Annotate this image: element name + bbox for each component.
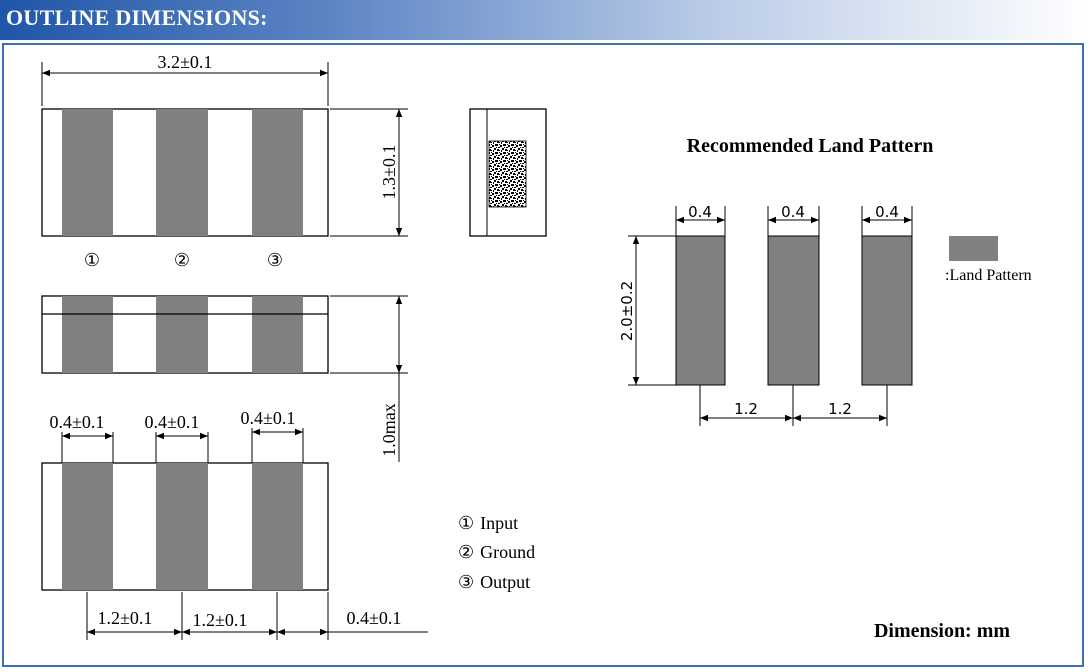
side-electrode-1: [62, 296, 113, 373]
top-electrode-1: [62, 109, 113, 236]
land-width-label-1: 0.4: [688, 203, 712, 221]
pin-number-1: ①: [84, 250, 100, 270]
bottom-electrode-2: [156, 463, 208, 590]
dimension-units-note: Dimension: mm: [874, 620, 1010, 642]
top-electrode-2: [156, 109, 208, 236]
legend-label: Output: [480, 572, 530, 592]
land-pitch-label-2: 1.2: [828, 400, 852, 418]
pitch-label-2: 1.2±0.1: [193, 610, 248, 630]
page-title: OUTLINE DIMENSIONS:: [6, 5, 268, 30]
legend-label: Input: [480, 513, 518, 533]
side-electrode-3: [252, 296, 303, 373]
end-view: [469, 108, 547, 237]
side-view: 1.0max: [41, 295, 408, 462]
width-dimension-label: 1.3±0.1: [379, 145, 399, 200]
legend-label: Ground: [480, 542, 535, 562]
pad-width-label-3: 0.4±0.1: [241, 408, 296, 428]
header-bar: OUTLINE DIMENSIONS:: [0, 0, 1090, 40]
legend-item-ground: ② Ground: [458, 542, 535, 562]
side-electrode-2: [156, 296, 208, 373]
height-dimension-label: 1.0max: [379, 403, 399, 457]
land-width-label-3: 0.4: [875, 203, 899, 221]
land-width-label-2: 0.4: [781, 203, 805, 221]
pad-width-label-2: 0.4±0.1: [145, 412, 200, 432]
pin-number-2: ②: [174, 250, 190, 270]
top-view: 3.2±0.1 1.3±0.1 ① ② ③: [41, 52, 408, 270]
marking-area: [488, 140, 527, 208]
length-dimension-label: 3.2±0.1: [158, 52, 213, 72]
land-height-label: 2.0±0.2: [618, 281, 636, 341]
pitch-label-1: 1.2±0.1: [98, 608, 153, 628]
legend-item-output: ③ Output: [458, 572, 530, 592]
land-pitch-label-1: 1.2: [734, 400, 758, 418]
legend-number: ③: [458, 572, 474, 592]
edge-distance-label: 0.4±0.1: [347, 608, 402, 628]
land-pattern: Recommended Land Pattern 0.4 0.4 0.4 2.0…: [618, 135, 1032, 426]
bottom-electrode-3: [252, 463, 303, 590]
legend-number: ①: [458, 513, 474, 533]
land-pad-1: [675, 235, 726, 386]
legend-item-input: ① Input: [458, 513, 518, 533]
land-pad-2: [767, 235, 820, 386]
top-electrode-3: [252, 109, 303, 236]
land-pattern-key-swatch: [949, 236, 998, 261]
land-pattern-title: Recommended Land Pattern: [687, 135, 934, 157]
land-pattern-key-label: :Land Pattern: [945, 267, 1032, 284]
bottom-view: 0.4±0.1 0.4±0.1 0.4±0.1 1.2±0.1 1.2±0.1 …: [41, 408, 428, 640]
pin-number-3: ③: [267, 250, 283, 270]
land-pad-3: [861, 235, 913, 386]
pin-legend: ① Input ② Ground ③ Output: [458, 513, 535, 592]
bottom-electrode-1: [62, 463, 113, 590]
pad-width-label-1: 0.4±0.1: [50, 412, 105, 432]
drawing-frame: [2, 43, 1084, 667]
legend-number: ②: [458, 542, 474, 562]
